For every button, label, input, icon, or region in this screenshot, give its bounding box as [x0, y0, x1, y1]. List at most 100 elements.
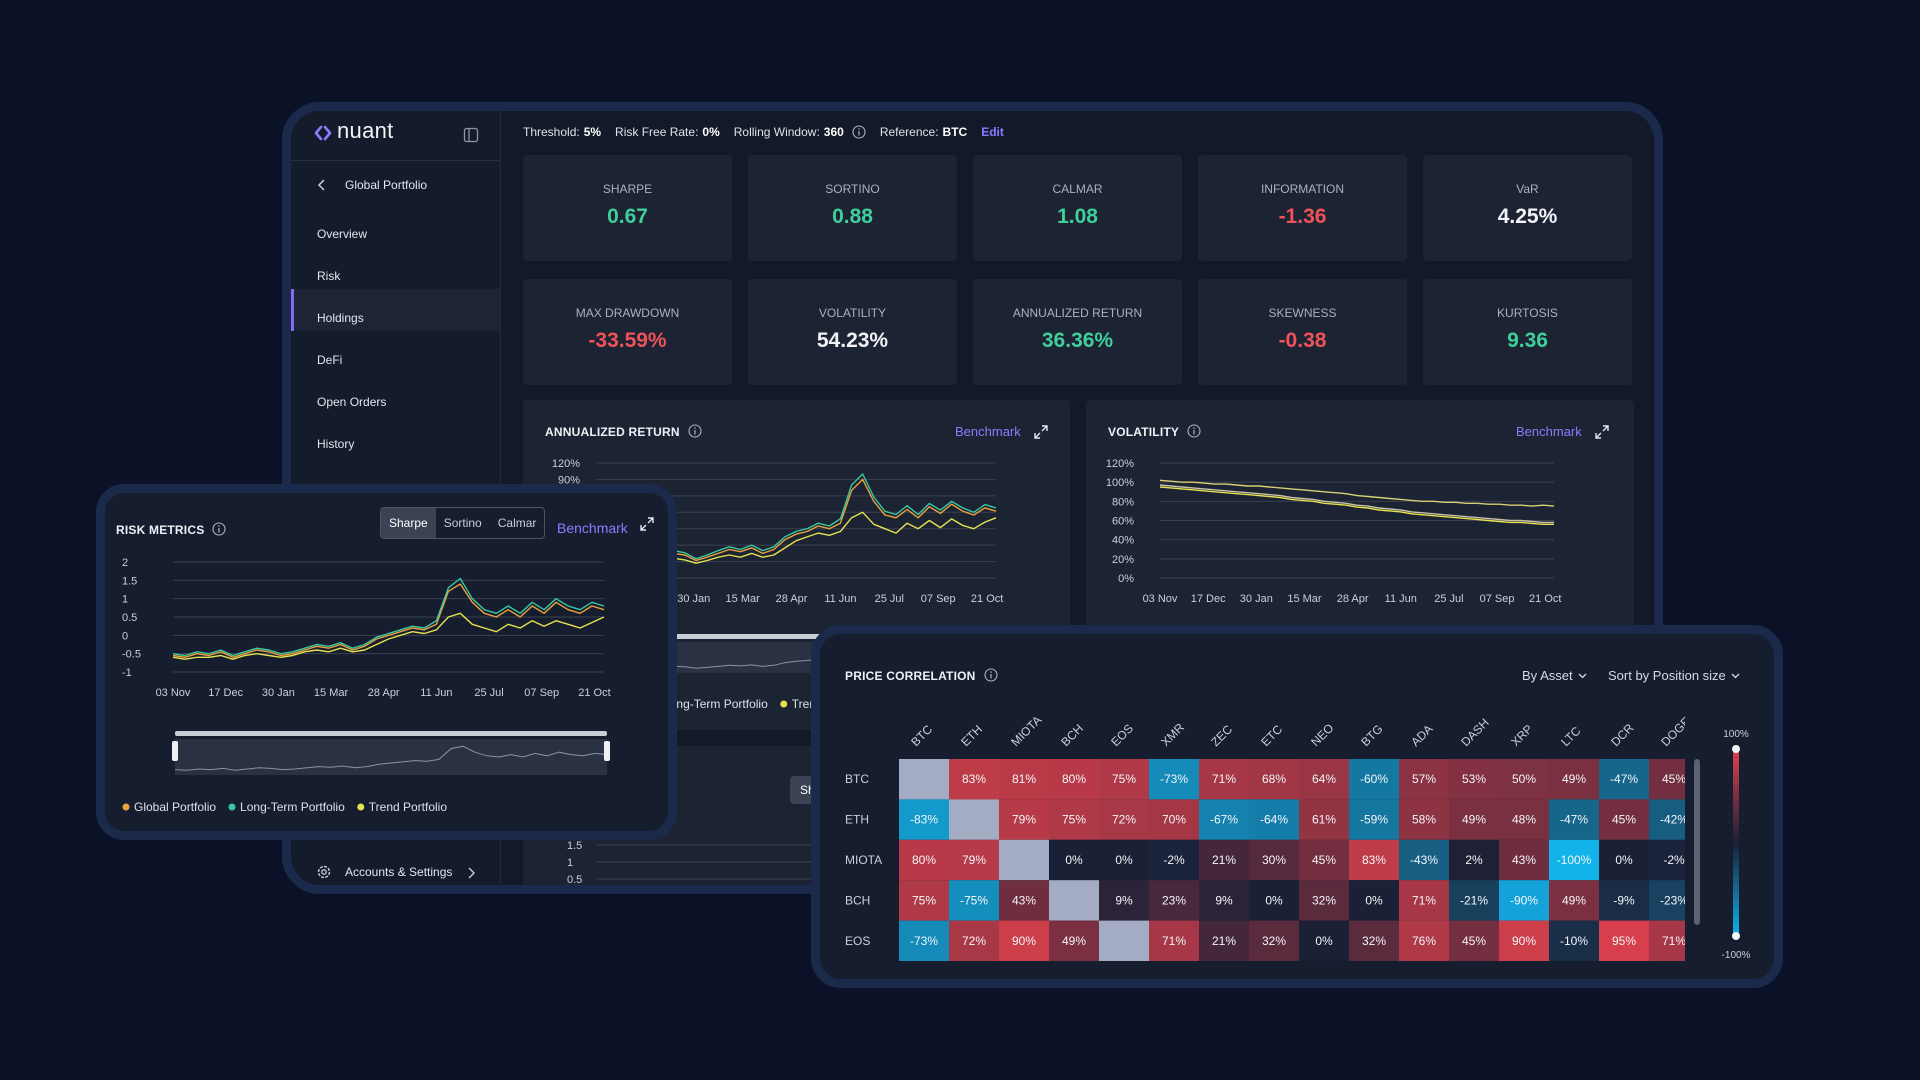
heatmap-cell [1599, 799, 1649, 840]
benchmark-link[interactable]: Benchmark [557, 520, 628, 536]
heatmap-cell [1449, 920, 1499, 961]
cell-label: 45% [1312, 853, 1336, 867]
metric-card: INFORMATION -1.36 [1198, 155, 1407, 261]
chart-title: PRICE CORRELATION [845, 669, 976, 683]
settings-chevron [468, 867, 475, 879]
heatmap-cell [1299, 920, 1349, 961]
info-dot [1193, 427, 1195, 429]
navigator-handle[interactable] [172, 741, 178, 761]
info-icon [1187, 424, 1201, 438]
heatmap-cell [1399, 759, 1449, 800]
cell-label: 61% [1312, 813, 1336, 827]
column-label: MIOTA [1008, 713, 1044, 749]
dropdown[interactable]: Sort by Position size [1608, 668, 1740, 683]
chart-title: VOLATILITY [1108, 425, 1180, 439]
heatmap-cell [999, 880, 1049, 921]
metric-value: -33.59% [588, 329, 667, 352]
toggle-button[interactable]: Calmar [497, 516, 537, 530]
x-tick-label: 21 Oct [578, 687, 610, 699]
cell-label: -2% [1163, 853, 1185, 867]
x-tick-label: 15 Mar [726, 593, 761, 605]
cell-label: 83% [962, 772, 986, 786]
heatmap-cell [1649, 799, 1685, 840]
nav-item[interactable]: Holdings [317, 311, 364, 325]
metric-card: VOLATILITY 54.23% [748, 279, 957, 385]
cell-label: -60% [1360, 772, 1388, 786]
nav-item[interactable]: Open Orders [317, 395, 387, 409]
metric-label: SHARPE [602, 182, 653, 196]
param-label: Threshold: [523, 125, 580, 139]
metric-value: 9.36 [1507, 329, 1548, 352]
x-tick-label: 28 Apr [776, 593, 808, 605]
benchmark-link[interactable]: Benchmark [955, 424, 1021, 439]
info-dot [218, 525, 220, 527]
heatmap-cell [1499, 920, 1549, 961]
back-link[interactable]: Global Portfolio [345, 178, 428, 192]
benchmark-link[interactable]: Benchmark [1516, 424, 1582, 439]
heatmap-cell [1199, 880, 1249, 921]
heatmap-cell [1349, 799, 1399, 840]
scrollbar[interactable] [1694, 759, 1700, 925]
cell-label: 76% [1412, 934, 1436, 948]
heatmap-cell [1449, 759, 1499, 800]
cell-label: 71% [1212, 772, 1236, 786]
toggle-group: Sharpe Sortino Calmar [380, 507, 546, 539]
metric-value: 0.88 [832, 205, 873, 228]
cell-label: -100% [1557, 853, 1592, 867]
param-value: 0% [702, 125, 720, 139]
metric-card: CALMAR 1.08 [973, 155, 1182, 261]
x-tick-label: 07 Sep [524, 687, 559, 699]
chevron [1578, 673, 1587, 678]
heatmap-cell [1399, 920, 1449, 961]
toggle-button[interactable]: Sortino [443, 516, 482, 530]
metric-label: CALMAR [1052, 182, 1103, 196]
expand-button[interactable] [1034, 425, 1048, 439]
legend-swatch [357, 803, 365, 811]
cell-label: -64% [1260, 813, 1288, 827]
x-tick-label: 21 Oct [1529, 593, 1561, 605]
series-line [172, 583, 605, 658]
column-label: ETC [1258, 722, 1285, 749]
param-value: 360 [823, 125, 844, 139]
heatmap-cell [1299, 759, 1349, 800]
nav-item[interactable]: Overview [317, 227, 368, 241]
toggle-button[interactable]: Sharpe [381, 508, 436, 538]
expand-glyph [1595, 425, 1609, 439]
heatmap-cell [1549, 839, 1599, 881]
metric-card: MAX DRAWDOWN -33.59% [523, 279, 732, 385]
diagonal-cell [899, 759, 949, 800]
cell-label: 43% [1512, 853, 1536, 867]
dropdown[interactable]: By Asset [1522, 668, 1587, 683]
metric-label: SORTINO [825, 182, 880, 196]
info-icon [212, 522, 226, 536]
nav-item[interactable]: Risk [317, 269, 341, 283]
cell-label: 23% [1162, 893, 1186, 907]
metric-card: SHARPE 0.67 [523, 155, 732, 261]
edit-link[interactable]: Edit [981, 125, 1004, 139]
heatmap-cell [1549, 920, 1599, 961]
x-tick-label: 15 Mar [314, 687, 349, 699]
expand-button[interactable] [1595, 425, 1609, 439]
price-correlation-panel: PRICE CORRELATION By Asset Sort by Positio… [811, 625, 1783, 988]
cell-label: 0% [1365, 893, 1383, 907]
heatmap-cell [1549, 880, 1599, 921]
nav-item[interactable]: History [317, 437, 355, 451]
settings-icon[interactable] [316, 864, 332, 880]
back-arrow[interactable] [316, 178, 328, 192]
heatmap-cell [1049, 839, 1099, 881]
heatmap-cell [1299, 880, 1349, 921]
param-label: Rolling Window: [733, 125, 820, 139]
color-bar-tick [1732, 745, 1740, 753]
heatmap-cell [899, 880, 949, 921]
heatmap-cell [1399, 839, 1449, 881]
toolbar-param: Rolling Window: 360 [734, 125, 866, 139]
settings-link[interactable]: Accounts & Settings [345, 865, 453, 879]
navigator-handle[interactable] [604, 741, 610, 761]
collapse-button[interactable] [463, 127, 479, 143]
cell-label: 0% [1065, 853, 1083, 867]
nav-item[interactable]: DeFi [317, 353, 343, 367]
chevron [1731, 673, 1740, 678]
y-tick-label: -1 [122, 667, 132, 679]
x-tick-label: 21 Oct [971, 593, 1003, 605]
expand-button[interactable] [640, 517, 654, 531]
